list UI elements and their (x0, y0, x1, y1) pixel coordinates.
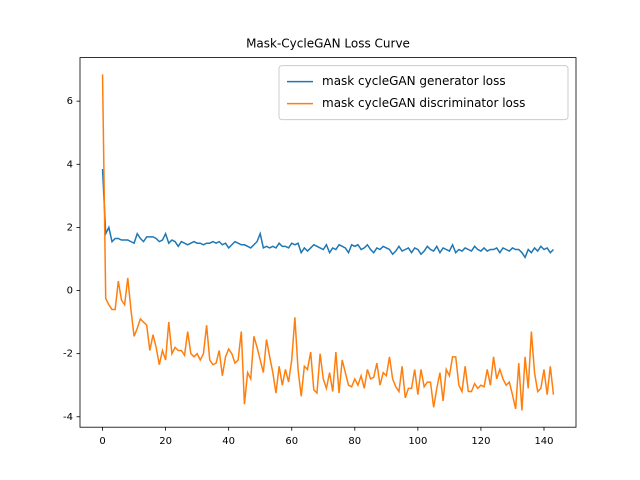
y-tick-label: 2 (67, 222, 73, 233)
legend-label: mask cycleGAN generator loss (322, 74, 506, 88)
x-tick-label: 80 (348, 436, 361, 447)
x-tick-label: 20 (159, 436, 172, 447)
y-tick-label: -4 (63, 412, 73, 423)
x-tick-label: 60 (285, 436, 298, 447)
y-tick-label: 6 (67, 96, 73, 107)
series-line (101, 74, 555, 411)
x-tick-label: 120 (471, 436, 490, 447)
y-tick-label: 0 (67, 286, 73, 297)
chart-title: Mask-CycleGAN Loss Curve (246, 37, 410, 51)
x-tick-label: 40 (222, 436, 235, 447)
x-tick-label: 100 (408, 436, 427, 447)
x-tick-label: 0 (99, 436, 105, 447)
series-line (101, 168, 554, 259)
plot-frame (79, 57, 577, 428)
legend-box (278, 65, 569, 121)
y-tick-label: -2 (63, 349, 73, 360)
legend-label: mask cycleGAN discriminator loss (322, 96, 525, 110)
y-tick-label: 4 (67, 159, 73, 170)
x-tick-label: 140 (534, 436, 553, 447)
